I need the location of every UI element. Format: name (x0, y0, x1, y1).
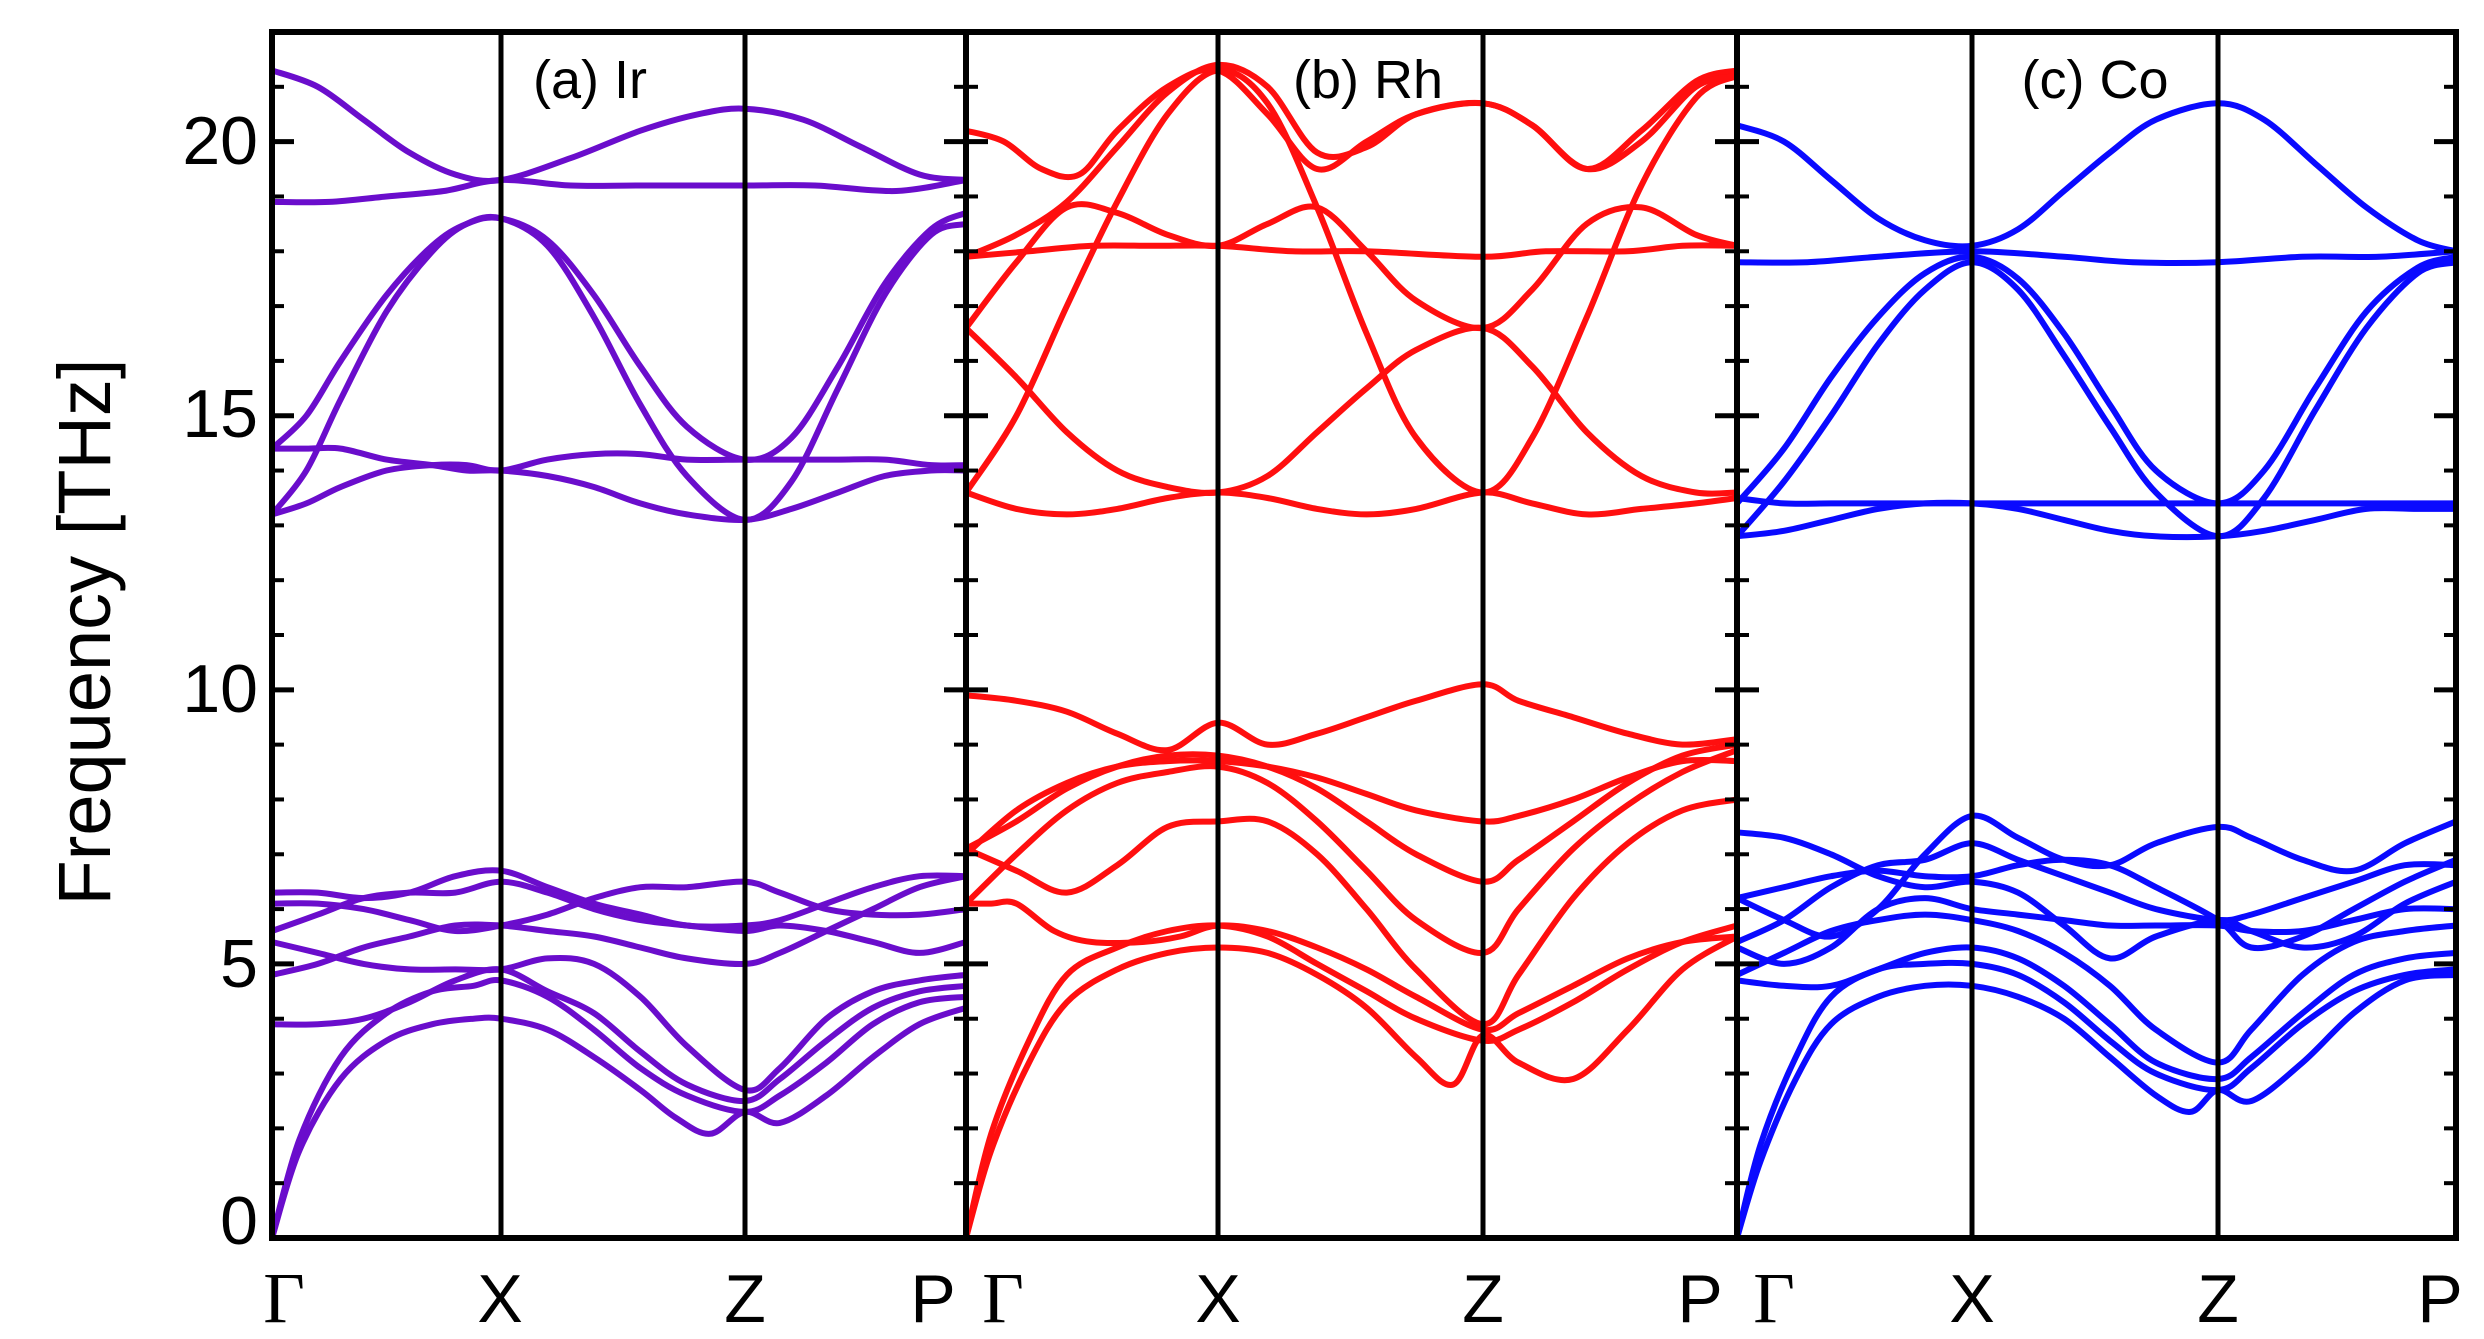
branch-ir-14 (269, 67, 969, 184)
branch-co-2 (1734, 959, 2459, 1241)
branch-co-9 (1734, 812, 2459, 940)
branch-ir-4 (269, 939, 969, 1094)
k-label-z-b: Z (1462, 1261, 1504, 1337)
panel-title-co: (c) Co (2022, 50, 2169, 110)
k-label-x-c: X (1949, 1261, 1994, 1337)
branch-rh-15 (963, 66, 1740, 181)
branch-ir-8 (269, 873, 969, 978)
branch-co-3 (1734, 944, 2459, 1083)
branch-rh-8 (963, 681, 1740, 754)
branch-rh-5 (963, 747, 1740, 956)
branch-rh-4 (963, 796, 1740, 1028)
k-label-gamma-c: Γ (1753, 1258, 1795, 1338)
k-label-gamma-b: Γ (982, 1258, 1024, 1338)
branch-ir-9 (269, 450, 969, 518)
branch-co-8 (1734, 829, 2459, 962)
branch-co-7 (1734, 856, 2459, 952)
y-axis-label: Frequency [THz] (43, 359, 126, 906)
k-label-z-c: Z (2197, 1261, 2239, 1337)
branch-rh-1 (963, 933, 1740, 1241)
branch-ir-2 (269, 977, 969, 1241)
panel-frame-co (1734, 29, 2459, 1241)
branch-ir-7 (269, 867, 969, 930)
y-tick-label-10: 10 (182, 651, 258, 727)
panel-title-ir: (a) Ir (533, 50, 647, 110)
branch-rh-14 (963, 61, 1740, 260)
y-tick-labels: 0 5 10 15 20 (182, 103, 258, 1259)
k-label-gamma-a: Γ (263, 1258, 305, 1338)
branch-ir-13 (269, 176, 969, 206)
branch-ir-3 (269, 966, 969, 1105)
dispersion-curves (269, 61, 2459, 1241)
branch-ir-6 (269, 878, 969, 935)
k-label-x-a: X (477, 1261, 522, 1337)
branch-rh-3 (963, 898, 1740, 1034)
branch-co-14 (1734, 248, 2459, 266)
panel-frame-rh (963, 29, 1740, 1241)
branch-ir-11 (269, 213, 969, 523)
branch-rh-9 (963, 489, 1740, 518)
panel-frame-ir (269, 29, 969, 1241)
branch-co-10 (1734, 499, 2459, 540)
y-tick-label-20: 20 (182, 103, 258, 179)
branch-rh-2 (963, 922, 1740, 1241)
axis-ticks (272, 30, 2456, 1241)
branch-rh-6 (963, 741, 1740, 885)
k-label-p-c: P (2417, 1261, 2462, 1337)
branch-rh-13 (963, 67, 1740, 496)
branch-co-15 (1734, 100, 2459, 255)
k-label-p-a: P (910, 1261, 955, 1337)
k-point-labels: Γ X Z P Γ X Z P Γ X Z P (263, 1258, 2462, 1338)
y-tick-label-0: 0 (220, 1183, 258, 1259)
branch-co-1 (1734, 971, 2459, 1241)
branch-rh-7 (963, 756, 1740, 858)
branch-rh-11 (963, 201, 1740, 332)
y-tick-label-5: 5 (220, 926, 258, 1002)
branch-co-12 (1734, 259, 2459, 540)
branch-ir-12 (269, 209, 969, 463)
k-label-z-a: Z (724, 1261, 766, 1337)
branch-rh-10 (963, 324, 1740, 497)
panel-title-rh: (b) Rh (1293, 50, 1443, 110)
k-label-x-b: X (1195, 1261, 1240, 1337)
y-tick-label-15: 15 (182, 376, 258, 452)
branch-ir-10 (269, 444, 969, 524)
branch-ir-1 (269, 1004, 969, 1241)
branch-co-13 (1734, 253, 2459, 507)
k-label-p-b: P (1677, 1261, 1722, 1337)
branch-rh-12 (963, 242, 1740, 260)
branch-co-11 (1734, 495, 2459, 507)
